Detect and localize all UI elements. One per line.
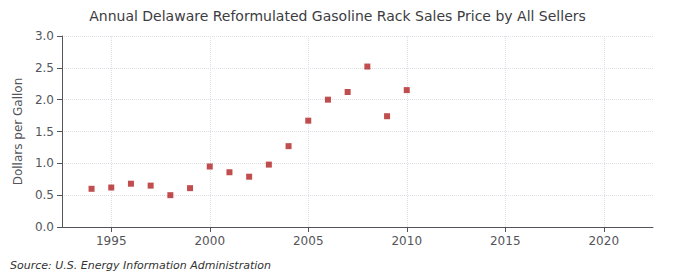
svg-text:3.0: 3.0	[35, 29, 54, 43]
svg-text:1995: 1995	[96, 234, 127, 248]
svg-text:2010: 2010	[391, 234, 422, 248]
svg-text:1.0: 1.0	[35, 156, 54, 170]
svg-text:2020: 2020	[588, 234, 619, 248]
svg-text:Annual Delaware Reformulated G: Annual Delaware Reformulated Gasoline Ra…	[89, 8, 586, 24]
svg-text:2.0: 2.0	[35, 93, 54, 107]
svg-text:2005: 2005	[293, 234, 324, 248]
svg-text:Source: U.S. Energy Informatio: Source: U.S. Energy Information Administ…	[10, 259, 271, 272]
svg-text:2000: 2000	[194, 234, 225, 248]
svg-text:0.0: 0.0	[35, 220, 54, 234]
svg-text:2015: 2015	[490, 234, 521, 248]
svg-text:1.5: 1.5	[35, 125, 54, 139]
svg-text:Dollars per Gallon: Dollars per Gallon	[11, 78, 25, 186]
svg-text:0.5: 0.5	[35, 188, 54, 202]
svg-text:2.5: 2.5	[35, 61, 54, 75]
